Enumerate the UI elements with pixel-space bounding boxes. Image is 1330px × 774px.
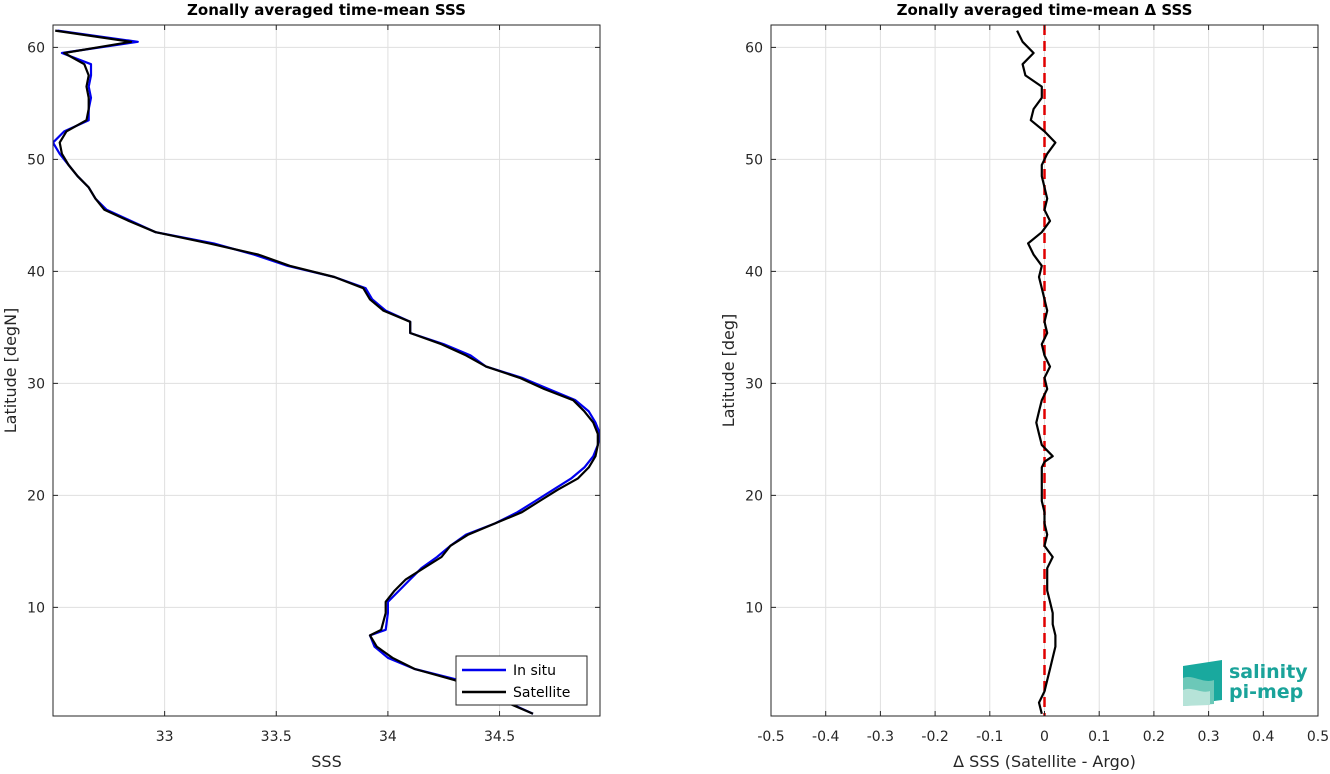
right-chart-title: Zonally averaged time-mean Δ SSS <box>897 1 1193 19</box>
y-tick-label: 50 <box>745 152 763 168</box>
left-grid <box>53 25 600 716</box>
y-tick-label: 40 <box>27 264 45 280</box>
x-tick-label: 33.5 <box>261 729 292 745</box>
y-tick-label: 10 <box>745 600 763 616</box>
delta-sss-panel: -0.5 -0.4 -0.3 -0.2 -0.1 0 0.1 0.2 0.3 0.4 0.5 10 2… <box>719 1 1329 771</box>
y-tick-label: 10 <box>27 600 45 616</box>
x-tick-label: -0.4 <box>812 729 839 745</box>
left-y-axis-label: Latitude [degN] <box>1 308 20 434</box>
y-tick-label: 50 <box>27 152 45 168</box>
x-tick-label: 0.2 <box>1143 729 1165 745</box>
delta-sss-line <box>1016 30 1057 715</box>
legend-label: Satellite <box>513 685 570 701</box>
right-x-axis-label: Δ SSS (Satellite - Argo) <box>953 752 1136 770</box>
logo-text-pimep: pi-mep <box>1229 681 1303 703</box>
x-tick-label: 0.1 <box>1088 729 1110 745</box>
left-chart-title: Zonally averaged time-mean SSS <box>187 1 466 19</box>
left-y-ticks: 10 20 30 40 50 60 <box>27 40 600 616</box>
y-tick-label: 20 <box>27 488 45 504</box>
legend: In situ Satellite <box>455 655 588 706</box>
x-tick-label: -0.2 <box>921 729 948 745</box>
sss-profile-panel: 33 33.5 34 34.5 10 20 30 40 50 60 Zonally averag… <box>1 1 601 771</box>
x-tick-label: 33 <box>156 729 174 745</box>
y-tick-label: 40 <box>745 264 763 280</box>
x-tick-label: 34 <box>379 729 397 745</box>
x-tick-label: 0 <box>1040 729 1049 745</box>
x-tick-label: -0.5 <box>757 729 784 745</box>
y-tick-label: 30 <box>27 376 45 392</box>
right-x-ticks: -0.5 -0.4 -0.3 -0.2 -0.1 0 0.1 0.2 0.3 0.4 0.5 <box>757 25 1329 745</box>
x-tick-label: -0.3 <box>867 729 894 745</box>
right-series <box>1016 25 1057 716</box>
legend-label: In situ <box>513 663 556 679</box>
legend-box <box>455 655 588 706</box>
left-x-ticks: 33 33.5 34 34.5 <box>156 25 515 745</box>
x-tick-label: 0.4 <box>1252 729 1274 745</box>
series-line-in-situ <box>53 29 600 715</box>
left-x-axis-label: SSS <box>311 752 341 770</box>
right-y-axis-label: Latitude [deg] <box>719 314 738 428</box>
y-tick-label: 60 <box>27 40 45 56</box>
y-tick-label: 30 <box>745 376 763 392</box>
x-tick-label: 0.3 <box>1197 729 1219 745</box>
x-tick-label: 0.5 <box>1307 729 1329 745</box>
left-series <box>53 29 600 715</box>
left-axes-frame <box>52 24 601 717</box>
y-tick-label: 60 <box>745 40 763 56</box>
x-tick-label: 34.5 <box>484 729 515 745</box>
series-line-satellite <box>55 29 599 715</box>
logo-mark-wave-light <box>1183 688 1210 706</box>
x-tick-label: -0.1 <box>976 729 1003 745</box>
y-tick-label: 20 <box>745 488 763 504</box>
right-y-ticks: 10 20 30 40 50 60 <box>745 40 1318 616</box>
logo-text-salinity: salinity <box>1229 661 1308 683</box>
